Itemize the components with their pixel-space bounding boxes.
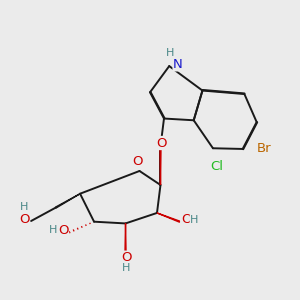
Polygon shape	[55, 194, 80, 208]
Text: O: O	[156, 136, 166, 149]
Text: O: O	[121, 251, 131, 264]
Text: Cl: Cl	[210, 160, 223, 173]
Polygon shape	[160, 146, 161, 185]
Polygon shape	[125, 224, 126, 253]
Text: H: H	[166, 48, 174, 58]
Text: O: O	[58, 224, 68, 237]
Text: H: H	[49, 225, 57, 236]
Text: O: O	[133, 155, 143, 168]
Text: N: N	[173, 58, 183, 71]
Text: O: O	[19, 213, 29, 226]
Text: O: O	[181, 213, 191, 226]
Text: Br: Br	[256, 142, 271, 155]
Text: H: H	[190, 215, 199, 225]
Polygon shape	[157, 213, 180, 222]
Text: H: H	[20, 202, 28, 212]
Text: H: H	[122, 263, 130, 273]
